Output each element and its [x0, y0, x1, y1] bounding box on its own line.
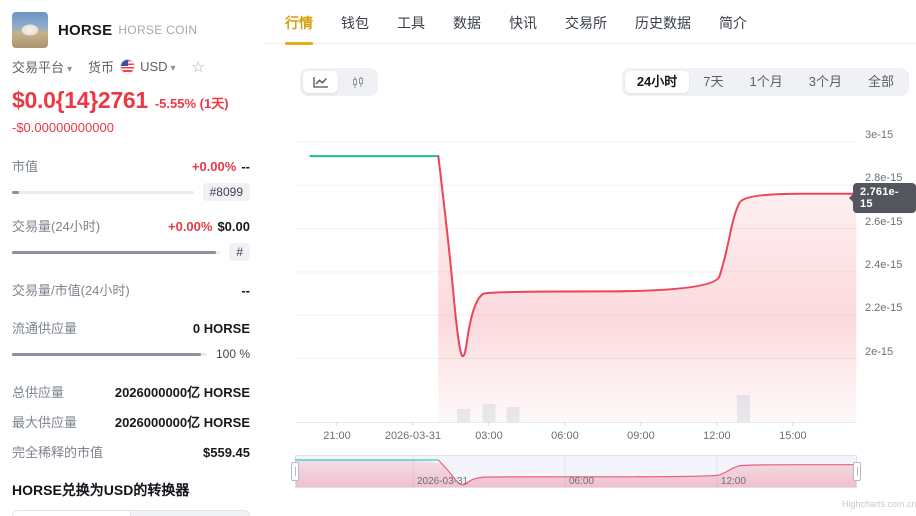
range-3m-button[interactable]: 3个月	[808, 74, 842, 89]
coin-header: HORSE HORSE COIN	[12, 12, 250, 48]
navigator-axis-label: 06:00	[568, 476, 594, 487]
volume-bar	[506, 406, 520, 422]
x-axis-label: 09:00	[627, 430, 655, 442]
stat-market-cap: 市值 +0.00% -- #8099	[12, 159, 250, 201]
converter-from-cell: HORSE	[13, 511, 131, 516]
volume-bar	[482, 403, 496, 422]
range-7d-button[interactable]: 7天	[703, 74, 724, 89]
chart-type-toggle	[300, 68, 378, 96]
trading-platform-dropdown[interactable]: 交易平台 ▾	[12, 60, 73, 75]
last-price-flag: 2.761e-15	[853, 183, 916, 213]
us-flag-icon	[120, 59, 136, 74]
navigator-right-handle[interactable]	[853, 462, 861, 481]
circulating-percent: 100 %	[215, 347, 250, 361]
x-axis-label: 15:00	[779, 430, 807, 442]
tab-about[interactable]: 简介	[719, 14, 747, 31]
price-line-down	[437, 155, 858, 358]
y-axis-label: 2.2e-15	[865, 302, 903, 315]
price-row: $0.0{14}2761 -5.55% (1天)	[12, 87, 250, 114]
volume-bar	[737, 395, 751, 422]
candlestick-chart-button[interactable]	[340, 71, 375, 93]
market-selector-row: 交易平台 ▾ 货币 USD ▾ ☆	[12, 57, 250, 76]
tab-historical-data[interactable]: 历史数据	[635, 14, 691, 31]
section-tabs: 行情 钱包 工具 数据 快讯 交易所 历史数据 简介	[264, 0, 916, 45]
stat-circulating-supply: 流通供应量 0 HORSE 100 %	[12, 321, 250, 361]
circulating-progress	[12, 352, 207, 356]
line-chart-button[interactable]	[303, 71, 338, 93]
line-chart-icon	[312, 77, 328, 88]
stat-volume-24h: 交易量(24小时) +0.00% $0.00 #	[12, 219, 250, 261]
tab-exchanges[interactable]: 交易所	[565, 14, 607, 31]
y-axis-label: 2e-15	[865, 345, 894, 358]
y-axis-label: 2.8e-15	[865, 172, 903, 185]
navigator-left-handle[interactable]	[291, 462, 299, 481]
currency-dropdown[interactable]: USD ▾	[140, 59, 176, 74]
navigator-axis-label: 2026-03-31	[416, 476, 469, 487]
stat-total-supply: 总供应量 2026000000亿 HORSE	[12, 385, 250, 400]
market-cap-progress	[12, 190, 194, 194]
star-favorite-icon[interactable]: ☆	[191, 58, 205, 76]
x-axis-label: 06:00	[551, 430, 579, 442]
price-chart[interactable]: 2.761e-15 Highcharts.com.cn 3e-15 2.8e-15…	[264, 0, 916, 516]
highcharts-credit[interactable]: Highcharts.com.cn	[842, 499, 916, 509]
tab-quotes[interactable]: 行情	[285, 0, 313, 45]
x-axis-label: 03:00	[475, 430, 503, 442]
tab-wallet[interactable]: 钱包	[341, 14, 369, 31]
converter-to-dropdown[interactable]: USD▾	[131, 511, 184, 516]
current-price: $0.0{14}2761	[12, 87, 148, 113]
tab-data[interactable]: 数据	[453, 14, 481, 31]
converter-result: 0.00	[206, 511, 249, 516]
x-axis-label: 2026-03-31	[384, 430, 442, 442]
stat-fdv: 完全稀释的市值 $559.45	[12, 445, 250, 460]
volume-progress	[12, 250, 221, 254]
caret-down-icon: ▾	[67, 64, 73, 75]
market-cap-rank-badge: #8099	[202, 183, 250, 201]
x-axis-label: 21:00	[323, 430, 351, 442]
stat-vol-mcap: 交易量/市值(24小时) --	[12, 283, 250, 298]
navigator-axis-label: 12:00	[720, 476, 746, 487]
y-axis-label: 3e-15	[865, 129, 894, 141]
candlestick-icon	[352, 76, 363, 88]
currency-converter: HORSE USD▾ 0.00	[12, 510, 250, 516]
range-1m-button[interactable]: 1个月	[749, 74, 783, 89]
price-change: -5.55% (1天)	[154, 96, 229, 111]
range-24h-button[interactable]: 24小时	[624, 71, 690, 93]
time-range-selector: 24小时 7天 1个月 3个月 全部	[621, 68, 909, 96]
coin-name: HORSE COIN	[118, 23, 198, 37]
coin-sidebar: HORSE HORSE COIN 交易平台 ▾ 货币 USD ▾ ☆ $0.0{14…	[0, 0, 264, 516]
converter-title: HORSE兑换为USD的转换器	[12, 482, 190, 498]
currency-label: 货币	[88, 60, 115, 75]
volume-bar	[457, 409, 471, 422]
coin-logo	[12, 12, 48, 48]
y-axis-label: 2.4e-15	[865, 258, 903, 271]
tab-tools[interactable]: 工具	[397, 14, 425, 31]
price-change-absolute: -$0.00000000000	[12, 120, 114, 135]
caret-down-icon: ▾	[170, 63, 176, 74]
range-all-button[interactable]: 全部	[867, 74, 894, 89]
x-axis-label: 12:00	[703, 430, 731, 442]
price-area-fill	[438, 156, 857, 422]
chart-panel: 行情 钱包 工具 数据 快讯 交易所 历史数据 简介	[264, 0, 916, 516]
volume-rank-badge: #	[229, 243, 250, 261]
tab-news[interactable]: 快讯	[509, 14, 537, 31]
chart-canvas	[294, 141, 858, 487]
coin-symbol: HORSE	[58, 21, 113, 39]
stat-max-supply: 最大供应量 2026000000亿 HORSE	[12, 415, 250, 430]
y-axis-label: 2.6e-15	[865, 215, 903, 228]
